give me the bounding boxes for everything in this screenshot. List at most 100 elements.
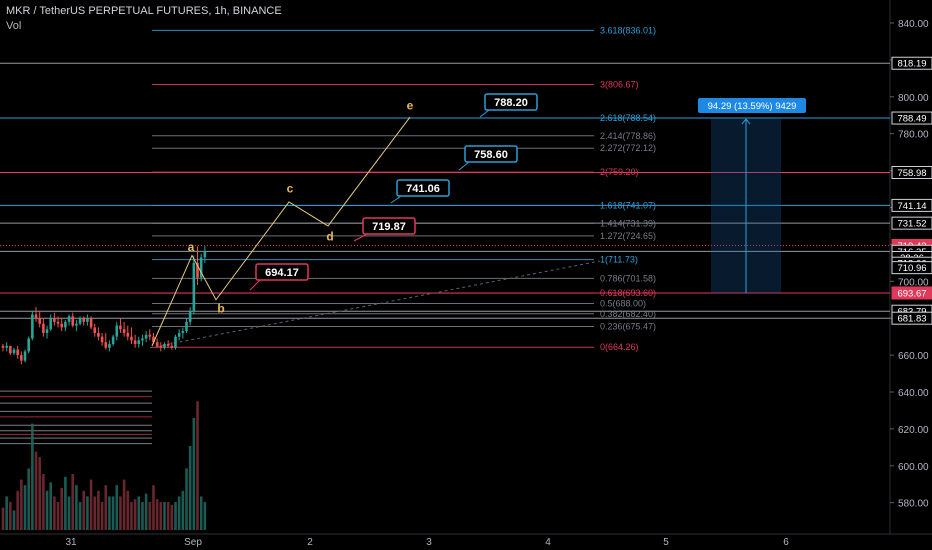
volume-bar xyxy=(23,485,27,530)
price-tick-label: 700.00 xyxy=(898,277,929,288)
volume-bar xyxy=(89,479,93,530)
volume-bar xyxy=(181,490,185,530)
target-box xyxy=(396,179,450,197)
price-tag-label: 681.83 xyxy=(897,314,926,325)
candle-body xyxy=(75,323,78,326)
symbol-title: MKR / TetherUS PERPETUAL FUTURES, 1h, BI… xyxy=(6,5,282,17)
candle-body xyxy=(53,318,56,322)
time-tick-label: Sep xyxy=(184,537,202,548)
candle-body xyxy=(97,332,100,337)
volume-bar xyxy=(38,457,41,530)
candle-body xyxy=(203,251,207,258)
price-tag-bg xyxy=(891,216,932,230)
candle-body xyxy=(170,345,174,348)
volume-bar xyxy=(82,490,86,530)
volume-bar xyxy=(9,502,12,530)
candle-body xyxy=(38,318,41,324)
volume-bar xyxy=(75,485,78,530)
fib-level-label: 1.272(724.65) xyxy=(600,231,656,241)
candle-body xyxy=(31,314,34,339)
price-tag-label: 788.49 xyxy=(897,114,926,125)
volume-bar xyxy=(111,496,115,530)
volume-bar xyxy=(100,502,104,530)
price-tag-label: 818.19 xyxy=(897,59,926,70)
fib-level-label: 1.414(731.39) xyxy=(600,218,656,228)
fib-level-label: 2.272(772.12) xyxy=(600,143,656,153)
volume-bar xyxy=(170,504,174,530)
candle-body xyxy=(137,340,141,345)
candle-body xyxy=(56,321,60,324)
candle-body xyxy=(27,338,30,352)
candle-body xyxy=(115,325,119,337)
fib-level-label: 1.618(741.07) xyxy=(600,201,656,211)
time-tick-label: 31 xyxy=(65,537,77,548)
price-tag-label: 731.52 xyxy=(897,219,926,230)
volume-bar xyxy=(203,502,207,530)
target-box xyxy=(484,93,538,111)
target-label: 741.06 xyxy=(406,183,440,195)
volume-bar xyxy=(56,502,60,530)
candle-body xyxy=(20,355,23,361)
fib-level-label: 0.236(675.47) xyxy=(600,322,656,332)
volume-bar xyxy=(78,502,82,530)
fib-level-label: 2.618(788.54) xyxy=(600,113,656,123)
candle-body xyxy=(148,334,152,337)
price-tag-label: 758.98 xyxy=(897,168,926,179)
volume-bar xyxy=(45,490,49,530)
target-box xyxy=(362,217,416,235)
price-tick-label: 780.00 xyxy=(898,130,929,141)
wave-label-d: d xyxy=(326,230,333,244)
target-label: 788.20 xyxy=(494,97,528,109)
volume-bar xyxy=(53,496,56,530)
candle-body xyxy=(181,331,185,333)
volume-bar xyxy=(12,510,16,530)
volume-bar xyxy=(1,507,5,530)
volume-bar xyxy=(141,502,144,530)
time-tick-label: 2 xyxy=(307,537,313,548)
price-tick-label: 620.00 xyxy=(898,425,929,436)
fib-level-label: 0(664.26) xyxy=(600,342,639,352)
volume-bar xyxy=(137,496,141,530)
candle-body xyxy=(23,351,27,361)
price-tick-label: 840.00 xyxy=(898,19,929,30)
candle-body xyxy=(34,314,38,319)
volume-bar xyxy=(5,496,8,530)
price-tick-label: 800.00 xyxy=(898,93,929,104)
candle-body xyxy=(185,321,188,332)
candle-body xyxy=(71,316,75,326)
volume-bar xyxy=(133,499,137,530)
fib-level-label: 2.414(778.86) xyxy=(600,131,656,141)
volume-bar xyxy=(199,496,203,530)
volume-bar xyxy=(126,490,130,530)
target-box xyxy=(464,145,518,163)
price-tag-label: 741.14 xyxy=(897,201,926,212)
volume-bar xyxy=(108,496,111,530)
volume-bar xyxy=(71,474,75,530)
target-label: 719.87 xyxy=(372,221,406,233)
price-tag-bg xyxy=(891,286,932,300)
candle-body xyxy=(122,329,126,333)
candle-body xyxy=(5,345,8,348)
candle-body xyxy=(67,316,71,322)
price-tag-bg xyxy=(891,111,932,125)
price-tag-bg xyxy=(891,311,932,325)
fib-level-label: 0.382(682.40) xyxy=(600,309,656,319)
volume-bar xyxy=(177,496,181,530)
fib-level-label: 0.618(693.60) xyxy=(600,288,656,298)
candle-body xyxy=(188,310,192,322)
candle-body xyxy=(100,336,104,343)
volume-bar xyxy=(20,479,23,530)
price-tag-bg xyxy=(891,261,932,275)
volume-bar xyxy=(166,502,170,530)
price-tag-bg xyxy=(891,56,932,70)
candle-body xyxy=(49,318,53,330)
volume-bar xyxy=(122,479,126,530)
volume-bar xyxy=(42,474,45,530)
volume-bar xyxy=(86,496,89,530)
volume-bar xyxy=(119,496,122,530)
volume-bar xyxy=(155,499,159,530)
volume-bar xyxy=(163,502,166,530)
candle-body xyxy=(141,338,144,341)
fib-level-label: 1(711.73) xyxy=(600,255,638,265)
